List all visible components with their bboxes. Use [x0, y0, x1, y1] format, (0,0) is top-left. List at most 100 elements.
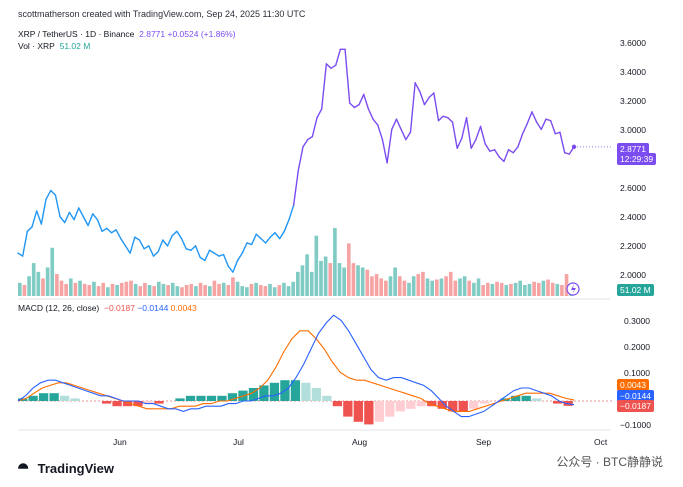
price-segment — [236, 252, 243, 262]
volume-bar — [374, 274, 379, 296]
volume-bar — [555, 283, 560, 296]
volume-bar — [485, 282, 490, 296]
tradingview-logo[interactable]: ⯊ TradingView — [18, 461, 114, 477]
macd-histogram-bar — [511, 395, 521, 401]
price-tick: 3.0000 — [620, 125, 646, 135]
volume-bar — [323, 256, 328, 296]
macd-line — [17, 314, 575, 418]
price-segment — [428, 92, 435, 99]
price-change: +0.0524 (+1.86%) — [167, 29, 236, 39]
volume-bar — [231, 277, 235, 296]
price-segment — [82, 216, 89, 227]
volume-bar — [258, 285, 263, 296]
lightning-icon[interactable] — [566, 282, 580, 296]
macd-histogram-bar — [38, 393, 49, 401]
price-segment — [40, 198, 47, 225]
volume-bar — [300, 265, 305, 296]
volume-bar — [504, 285, 509, 296]
price-segment — [250, 233, 257, 246]
symbol-legend[interactable]: XRP / TetherUS · 1D · Binance 2.8771 +0.… — [18, 29, 236, 39]
volume-bar — [157, 281, 161, 296]
macd-histogram-bar — [143, 401, 154, 404]
price-segment — [115, 229, 122, 240]
price-segment — [344, 48, 351, 104]
price-segment — [21, 230, 29, 257]
price-segment — [302, 138, 309, 148]
volume-bar — [254, 282, 258, 296]
price-segment — [353, 103, 360, 109]
symbol-label: XRP / TetherUS · 1D · Binance — [18, 29, 135, 39]
x-tick: Jul — [233, 437, 244, 447]
volume-bar — [184, 285, 189, 296]
macd-histogram-bar — [374, 401, 384, 422]
price-segment — [409, 82, 416, 133]
price-segment — [521, 122, 528, 135]
price-segment — [479, 125, 486, 145]
volume-bar — [226, 285, 231, 296]
macd-histogram-bar — [332, 401, 343, 407]
price-segment — [414, 82, 421, 93]
macd-histogram-bar — [259, 385, 269, 401]
macd-legend[interactable]: MACD (12, 26, close) −0.0187 −0.0144 0.0… — [18, 303, 197, 313]
price-segment — [204, 249, 211, 262]
volume-bar — [541, 280, 546, 296]
price-segment — [120, 237, 127, 247]
macd-histogram-bar — [479, 401, 489, 404]
volume-bar — [472, 282, 476, 296]
price-segment — [26, 226, 33, 233]
volume-bar — [101, 282, 106, 296]
volume-bar — [245, 287, 249, 296]
x-tick: Sep — [476, 437, 492, 447]
macd-histogram-bar — [553, 401, 563, 404]
price-segment — [316, 108, 323, 119]
volume-bar — [268, 283, 272, 296]
price-segment — [335, 48, 342, 67]
volume-legend[interactable]: Vol · XRP 51.02 M — [18, 41, 90, 51]
price-segment — [517, 133, 524, 148]
price-segment — [372, 118, 379, 126]
volume-bar — [203, 285, 207, 296]
x-tick: Oct — [594, 437, 608, 447]
macd-histogram-bar — [532, 398, 542, 401]
price-tick: 2.2000 — [620, 241, 646, 251]
price-segment — [325, 63, 332, 69]
price-tick: 2.0000 — [620, 270, 646, 280]
price-segment — [45, 189, 52, 200]
price-segment — [367, 108, 374, 120]
price-segment — [461, 117, 468, 139]
price-segment — [50, 189, 57, 196]
price-segment — [101, 227, 108, 233]
macd-histogram-bar — [175, 398, 185, 401]
macd-histogram-bar — [322, 395, 332, 401]
price-segment — [148, 245, 155, 257]
macd-histogram-bar — [385, 401, 395, 417]
volume-bar — [263, 286, 268, 296]
price-segment — [358, 93, 365, 106]
volume-bar — [523, 285, 527, 296]
price-segment — [180, 237, 187, 250]
price-tick: 3.4000 — [620, 67, 646, 77]
x-tick: Aug — [352, 437, 368, 447]
volume-bar — [411, 276, 416, 296]
volume-bar — [509, 283, 513, 296]
price-segment — [134, 236, 141, 241]
price-segment — [110, 229, 117, 234]
volume-bar — [532, 281, 536, 296]
volume-bar — [133, 283, 138, 296]
price-segment — [213, 252, 220, 257]
volume-bar — [286, 286, 291, 296]
volume-bar — [527, 283, 532, 296]
price-segment — [283, 218, 290, 233]
volume-bar — [370, 276, 374, 296]
price-tick: 3.6000 — [620, 38, 646, 48]
volume-value: 51.02 M — [59, 41, 91, 51]
price-tag: 2.8771 — [617, 143, 649, 155]
macd-histogram-bar — [311, 388, 322, 401]
price-segment — [442, 115, 449, 119]
price-segment — [297, 146, 304, 171]
price-segment — [447, 117, 454, 123]
volume-bar — [115, 285, 119, 296]
price-tick: 3.2000 — [620, 96, 646, 106]
price-segment — [73, 207, 80, 221]
